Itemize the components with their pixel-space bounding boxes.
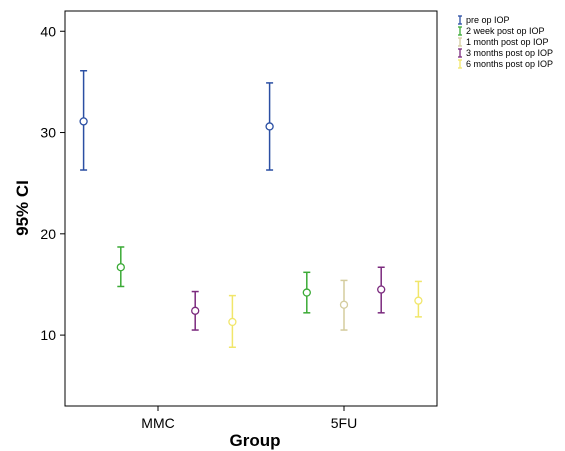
plot-frame	[64, 10, 438, 407]
mean-point	[339, 300, 349, 309]
y-tick-label: 20	[40, 226, 56, 242]
error-bar	[228, 294, 237, 349]
plot-marks	[79, 70, 423, 349]
x-tick-label: MMC	[141, 415, 174, 431]
error-bar	[339, 279, 349, 331]
legend-label: 3 months post op IOP	[466, 48, 553, 58]
mean-point	[79, 117, 88, 126]
y-tick-label: 40	[40, 23, 56, 39]
legend-item: 3 months post op IOP	[458, 48, 553, 58]
error-bar	[377, 266, 386, 314]
x-axis: MMC 5FU	[141, 406, 357, 431]
legend-label: 6 months post op IOP	[466, 59, 553, 69]
mean-point	[414, 296, 423, 305]
error-bar	[302, 271, 311, 314]
error-bar	[116, 246, 125, 288]
mean-point	[302, 288, 311, 297]
mean-point	[377, 285, 386, 294]
mean-point	[116, 263, 125, 272]
legend-item: pre op IOP	[458, 15, 510, 25]
y-tick-label: 10	[40, 327, 56, 343]
x-axis-title: Group	[230, 431, 281, 450]
y-tick-label: 30	[40, 125, 56, 141]
legend-item: 6 months post op IOP	[458, 59, 553, 69]
error-bar	[265, 82, 274, 171]
legend-label: 1 month post op IOP	[466, 37, 549, 47]
error-bar	[414, 280, 423, 318]
error-bar	[79, 70, 88, 171]
legend-label: pre op IOP	[466, 15, 510, 25]
mean-point	[191, 306, 200, 315]
legend-item: 2 week post op IOP	[458, 26, 545, 36]
legend-item: 1 month post op IOP	[458, 37, 549, 47]
y-axis: 10 20 30 40	[40, 23, 65, 343]
mean-point	[265, 122, 274, 131]
mean-point	[228, 317, 237, 327]
error-bar	[191, 290, 200, 331]
y-axis-title: 95% CI	[13, 180, 32, 236]
x-tick-label: 5FU	[331, 415, 357, 431]
legend-label: 2 week post op IOP	[466, 26, 545, 36]
